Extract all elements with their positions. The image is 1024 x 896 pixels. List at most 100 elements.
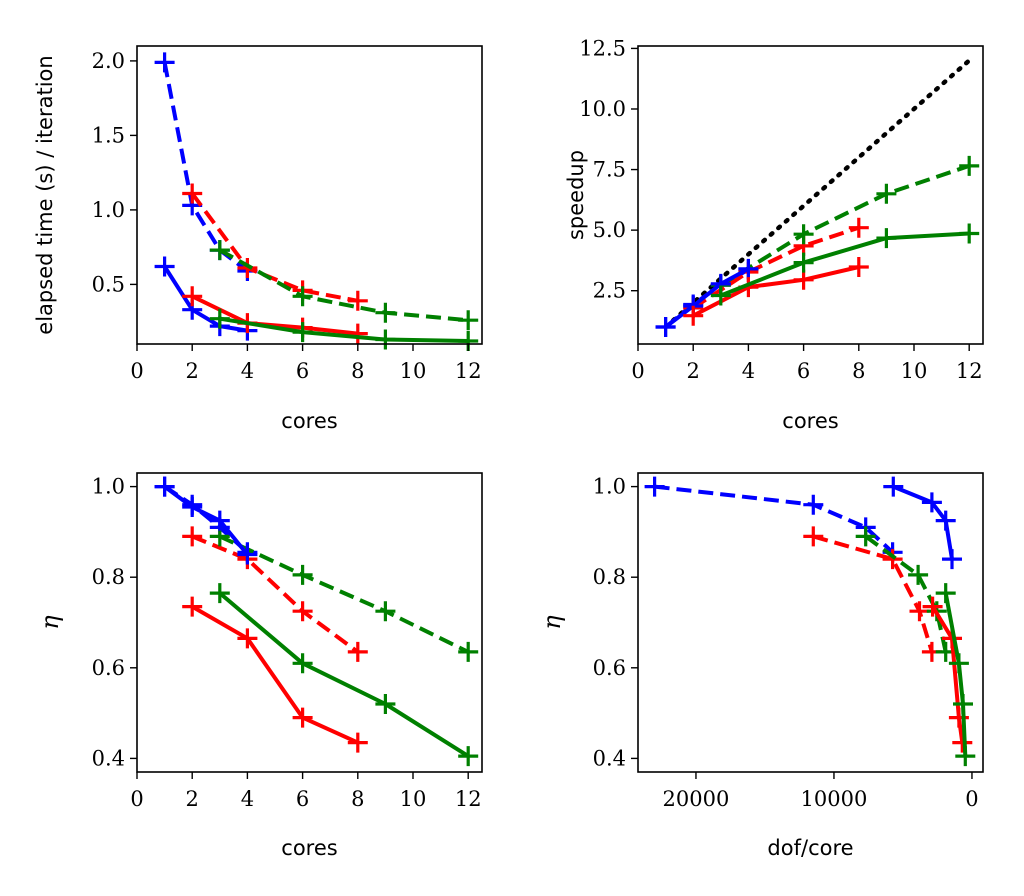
series-line-red-dashed — [812, 534, 934, 653]
data-point-green-dashed — [292, 564, 313, 585]
data-point-green-solid — [292, 653, 313, 674]
data-point-green-solid — [953, 694, 973, 714]
data-point-red-dashed — [237, 258, 258, 278]
chart-panel-2: 0 2 4 6 8 10 12 2.5 5.0 7.5 10.0 12.5 cores speedup — [564, 36, 984, 433]
data-point-green-dashed — [458, 310, 479, 331]
series-line-blue-dashed — [162, 62, 249, 273]
y-axis-title: η — [36, 615, 64, 630]
y-tick-label: 0.4 — [593, 746, 626, 770]
y-tick-label: 2.5 — [593, 279, 626, 303]
series-line-blue-solid — [163, 484, 249, 556]
chart-panel-4: 20000 10000 0 0.4 0.6 0.8 1.0 dof/core η — [538, 472, 984, 860]
data-point-green-dashed — [292, 286, 313, 307]
data-point-blue-dashed — [154, 52, 175, 73]
data-point-green-solid — [375, 329, 396, 350]
y-tick-label: 0.5 — [92, 272, 125, 296]
x-tick-label: 2 — [186, 787, 199, 811]
y-tick-label: 1.0 — [593, 475, 626, 499]
y-tick-label: 1.0 — [92, 475, 125, 499]
series-line-green-dashed — [218, 534, 470, 654]
data-point-red-solid — [848, 257, 869, 277]
y-axis-title: elapsed time (s) / iteration — [33, 55, 57, 334]
x-tick-label: 2 — [186, 359, 199, 383]
chart-panel-3: 0 2 4 6 8 10 12 0.4 0.6 0.8 1.0 cores η — [36, 472, 483, 860]
data-point-red-dashed — [803, 526, 824, 547]
y-tick-label: 0.6 — [92, 656, 125, 680]
x-tick-label: 12 — [455, 787, 482, 811]
data-point-blue-solid — [154, 476, 175, 497]
plot-frame — [136, 45, 483, 345]
data-point-green-solid — [458, 746, 479, 767]
data-point-red-solid — [182, 596, 203, 617]
x-tick-label: 0 — [631, 359, 644, 383]
data-point-blue-dashed — [644, 476, 665, 497]
data-point-red-solid — [952, 732, 973, 753]
data-point-blue-solid — [942, 549, 962, 570]
data-point-blue-solid — [935, 510, 956, 531]
data-point-blue-solid — [921, 492, 942, 513]
y-axis-title: η — [538, 615, 566, 630]
data-point-green-solid — [710, 285, 731, 306]
series-line-green-solid — [218, 591, 470, 758]
x-tick-label: 0 — [130, 359, 143, 383]
y-tick-label: 7.5 — [593, 158, 626, 182]
data-point-blue-solid — [237, 544, 258, 565]
series-line-red-solid — [930, 605, 965, 743]
data-point-red-dashed — [182, 183, 203, 204]
series-line-green-dashed — [864, 534, 948, 653]
series-line-green-dashed — [719, 164, 970, 287]
data-point-green-dashed — [908, 564, 929, 585]
series-line-green-solid — [720, 231, 970, 298]
data-point-green-solid — [209, 583, 230, 604]
data-point-green-solid — [375, 694, 396, 714]
series-line-blue-dashed — [654, 484, 894, 554]
data-point-green-dashed — [458, 641, 479, 662]
data-point-red-solid — [237, 628, 258, 649]
data-point-green-dashed — [793, 224, 814, 245]
x-tick-label: 12 — [956, 359, 983, 383]
y-axis-title: speedup — [564, 150, 588, 240]
data-point-red-dashed — [848, 217, 869, 238]
plot-frame — [136, 472, 483, 773]
data-point-red-dashed — [882, 549, 903, 570]
data-point-red-solid — [292, 707, 313, 728]
x-tick-label: 2 — [687, 359, 700, 383]
series-line-black-dotted — [663, 58, 972, 330]
x-tick-label: 20000 — [663, 787, 730, 811]
series-line-blue-dashed — [163, 484, 249, 554]
data-point-blue-solid — [738, 258, 759, 279]
data-point-green-solid — [959, 223, 980, 244]
data-point-blue-dashed — [803, 494, 824, 515]
data-point-red-solid — [347, 732, 368, 753]
data-point-red-dashed — [909, 601, 930, 622]
data-point-green-dashed — [959, 155, 980, 176]
data-point-red-dashed — [347, 641, 368, 662]
data-point-red-dashed — [292, 601, 313, 622]
x-tick-label: 6 — [797, 359, 810, 383]
y-tick-label: 0.6 — [593, 656, 626, 680]
data-point-green-dashed — [855, 526, 876, 547]
data-point-blue-solid — [182, 497, 203, 517]
x-axis-title: cores — [281, 409, 337, 433]
x-tick-label: 4 — [241, 359, 254, 383]
y-tick-label: 0.4 — [92, 746, 125, 770]
data-point-blue-solid — [154, 256, 175, 277]
data-point-green-dashed — [375, 302, 396, 323]
x-tick-label: 8 — [351, 787, 364, 811]
x-tick-label: 8 — [351, 359, 364, 383]
x-tick-label: 10 — [400, 359, 427, 383]
data-point-green-dashed — [209, 240, 230, 261]
y-tick-label: 1.0 — [92, 198, 125, 222]
x-tick-label: 0 — [130, 787, 143, 811]
y-tick-label: 1.5 — [92, 123, 125, 147]
y-tick-label: 5.0 — [593, 218, 626, 242]
data-point-green-solid — [948, 653, 969, 674]
data-point-red-dashed — [347, 290, 368, 311]
data-point-blue-solid — [209, 510, 230, 531]
data-point-green-solid — [955, 746, 976, 767]
data-point-green-solid — [876, 228, 897, 249]
series-line-green-dashed — [218, 248, 469, 323]
x-tick-label: 6 — [296, 359, 309, 383]
data-point-green-dashed — [375, 601, 396, 622]
x-tick-label: 10000 — [801, 787, 868, 811]
